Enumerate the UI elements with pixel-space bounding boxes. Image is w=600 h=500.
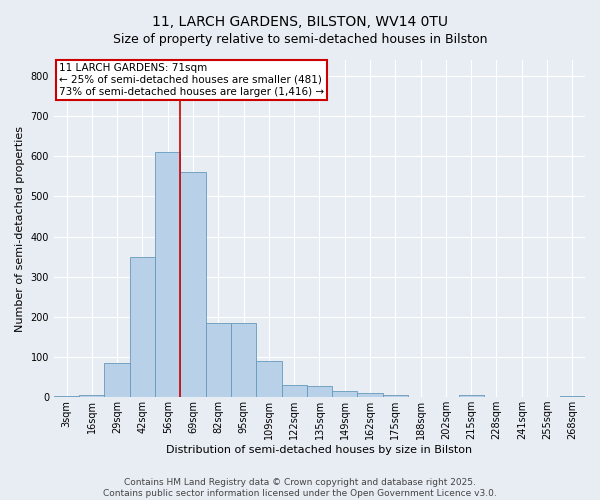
Y-axis label: Number of semi-detached properties: Number of semi-detached properties [15,126,25,332]
Bar [307,386,332,397]
Text: Size of property relative to semi-detached houses in Bilston: Size of property relative to semi-detach… [113,32,487,46]
Bar [281,385,307,397]
Text: 11, LARCH GARDENS, BILSTON, WV14 0TU: 11, LARCH GARDENS, BILSTON, WV14 0TU [152,15,448,29]
Bar [181,172,206,397]
Bar [560,396,585,397]
Text: 11 LARCH GARDENS: 71sqm
← 25% of semi-detached houses are smaller (481)
73% of s: 11 LARCH GARDENS: 71sqm ← 25% of semi-de… [59,64,325,96]
Bar [358,393,383,397]
Bar [155,152,181,397]
Bar [231,323,256,397]
Text: Contains HM Land Registry data © Crown copyright and database right 2025.
Contai: Contains HM Land Registry data © Crown c… [103,478,497,498]
X-axis label: Distribution of semi-detached houses by size in Bilston: Distribution of semi-detached houses by … [166,445,473,455]
Bar [458,395,484,397]
Bar [383,395,408,397]
Bar [104,363,130,397]
Bar [130,256,155,397]
Bar [79,395,104,397]
Bar [256,361,281,397]
Bar [332,391,358,397]
Bar [54,396,79,397]
Bar [206,323,231,397]
